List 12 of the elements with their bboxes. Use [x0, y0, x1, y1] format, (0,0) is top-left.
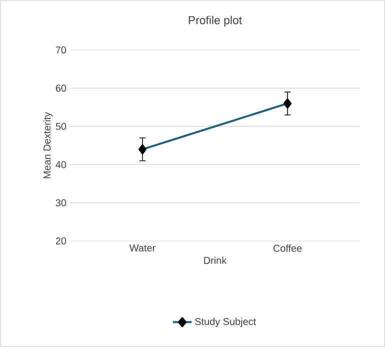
y-tick-label: 40	[56, 161, 66, 168]
y-axis-title: Mean Dexterity	[43, 112, 53, 178]
y-tick-label: 20	[56, 237, 66, 245]
legend-label: Study Subject	[195, 318, 256, 328]
y-tick-label: 70	[56, 46, 66, 54]
x-tick-label: Coffee	[273, 244, 302, 252]
chart-title: Profile plot	[188, 16, 242, 26]
x-axis-title: Drink	[204, 256, 227, 264]
y-tick-label: 60	[56, 84, 66, 92]
x-tick-label: Water	[129, 244, 156, 252]
y-tick-label: 50	[56, 122, 66, 130]
y-tick-label: 30	[56, 199, 66, 206]
